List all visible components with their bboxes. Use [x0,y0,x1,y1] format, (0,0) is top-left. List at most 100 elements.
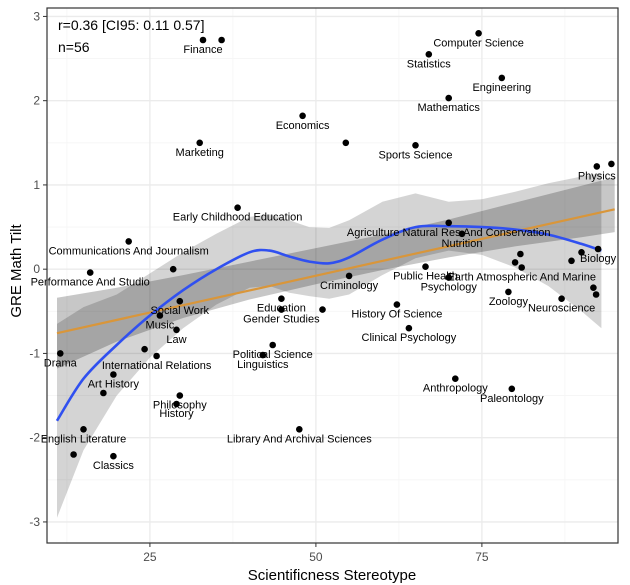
y-axis-title: GRE Math Tilt [8,223,25,317]
point-label: Earth Atmospheric And Marine [447,272,596,284]
point-label: Neuroscience [528,303,595,315]
y-tick-label: -2 [29,431,40,445]
point-label: Performance And Studio [31,277,150,289]
point-label: Marketing [176,147,224,159]
data-point [153,352,160,360]
fit-lines [55,208,615,422]
point-label: History Of Science [351,309,442,321]
point-label: Sports Science [379,149,453,161]
linear-confidence-band [57,177,615,369]
data-point [590,284,597,292]
y-tick-label: 0 [33,262,40,276]
point-label: Law [166,334,186,346]
data-point [592,291,600,298]
data-point [342,139,350,147]
data-point [458,230,466,238]
data-point [518,264,525,271]
confidence-bands [57,173,615,518]
data-point [475,30,482,37]
point-label: Zoology [489,296,529,308]
x-axis-title: Scientificness Stereotype [248,567,416,584]
data-point [578,249,585,256]
data-point [425,51,433,58]
sample-size-annotation: n=56 [58,39,90,55]
correlation-annotation: r=0.36 [CI95: 0.11 0.57] [58,17,204,33]
point-label: Art History [88,379,140,391]
data-point [511,259,519,266]
point-label: Biology [580,253,617,265]
plot-panel [47,8,618,543]
point-label: Nutrition [442,238,483,250]
y-tick-label: 2 [33,94,40,108]
point-label: Education [257,303,306,315]
data-point [278,306,285,313]
data-point [269,341,277,349]
data-point [517,250,524,258]
data-point [319,306,326,313]
data-point [452,375,459,383]
data-point [176,392,184,399]
loess-confidence-band [57,173,602,518]
point-label: Psychology [421,282,478,294]
point-label: Public Health [393,271,458,283]
point-label: Drama [44,357,78,369]
data-point [173,400,180,408]
point-label: Computer Science [433,37,524,49]
data-point [593,163,601,170]
data-point [110,371,117,378]
data-point [57,350,64,357]
point-label: Library And Archival Sciences [227,433,372,445]
point-label: Mathematics [418,102,481,114]
data-point [80,426,87,433]
data-point [505,288,512,296]
point-label: Criminology [320,280,379,292]
point-label: Paleontology [480,393,544,405]
panel-border [46,7,619,544]
point-label: Clinical Psychology [362,332,457,344]
point-label: Anthropology [423,383,488,395]
data-points [57,30,615,460]
y-tick-label: -1 [29,346,40,360]
data-point [594,245,602,253]
data-point [345,272,353,280]
y-tick-label: 3 [33,9,40,23]
data-point [125,238,132,245]
point-label: Social Work [151,305,210,317]
data-point [110,452,117,460]
data-point [156,312,164,319]
point-label: Physics [578,170,616,182]
data-point [498,74,506,82]
point-label: Political Science [233,349,313,361]
point-label: Philosophy [153,400,207,412]
loess-fit-line [55,224,602,422]
data-point [70,451,77,458]
x-tick-label: 25 [143,550,157,564]
data-point [199,36,207,44]
data-point [299,112,306,120]
data-point [412,142,419,149]
axes: -3 -2 -1 0 1 2 3 25 50 75 [29,7,619,564]
data-point [259,351,267,359]
data-point [508,385,516,393]
data-point [296,426,303,433]
data-point [445,219,453,227]
data-point [176,297,184,305]
point-label: Engineering [472,82,531,94]
point-label: Gender Studies [243,314,320,326]
panel-background [47,8,618,543]
x-tick-label: 75 [475,550,489,564]
point-label: Classics [93,460,134,472]
data-point [218,36,225,44]
data-point [608,160,615,168]
point-label: Music [146,320,175,332]
point-label: Finance [183,44,222,56]
point-label: History [159,408,194,420]
data-point [422,263,429,271]
point-label: Communications And Journalism [49,245,209,257]
y-tick-label: -3 [29,515,40,529]
point-label: Early Childhood Education [173,212,303,224]
point-labels: Computer Science Statistics Engineering Mat… [31,37,617,472]
data-point [100,389,107,397]
point-label: English Literature [41,433,127,445]
point-label: Economics [276,120,330,132]
